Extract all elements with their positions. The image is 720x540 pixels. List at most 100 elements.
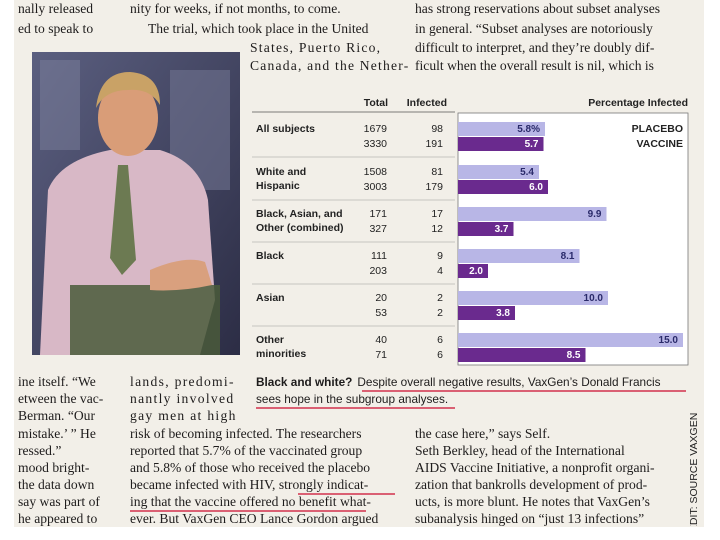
legend-label: VACCINE (637, 138, 683, 150)
bar-value-label: 10.0 (584, 293, 604, 304)
bar-value-label: 9.9 (588, 209, 602, 220)
body-text-line: Seth Berkley, head of the International (415, 443, 625, 458)
bar (458, 348, 586, 362)
infected-cell: 6 (437, 334, 443, 346)
bar-value-label: 5.7 (525, 139, 539, 150)
infected-cell: 179 (425, 181, 443, 193)
bar (458, 306, 515, 320)
body-text-line: nally released (18, 1, 93, 16)
body-text-line: AIDS Vaccine Initiative, a nonprofit org… (415, 460, 655, 475)
total-cell: 203 (369, 265, 387, 277)
body-text-line: nity for weeks, if not months, to come. (130, 1, 341, 16)
bar (458, 137, 544, 151)
body-text-line: States, Puerto Rico, (250, 40, 381, 55)
category-label: minorities (256, 348, 306, 360)
bar (458, 165, 539, 179)
infected-cell: 9 (437, 250, 443, 262)
category-label: Asian (256, 292, 285, 304)
total-cell: 111 (371, 250, 387, 262)
infected-cell: 191 (425, 138, 443, 150)
body-text-line: became infected with HIV, strongly indic… (130, 477, 369, 492)
caption-lead: Black and white? (256, 375, 352, 389)
infected-cell: 17 (431, 208, 443, 220)
body-text-line: the case here,” says Self. (415, 426, 550, 441)
bar-value-label: 8.5 (567, 350, 581, 361)
body-text-line: ressed.” (18, 443, 61, 458)
bar-value-label: 15.0 (659, 335, 679, 346)
body-text-line: ficult when the overall result is nil, w… (415, 58, 654, 73)
body-text-line: risk of becoming infected. The researche… (130, 426, 362, 441)
bar-value-label: 2.0 (469, 266, 483, 277)
body-text-line: ucts, is more blunt. He notes that VaxGe… (415, 494, 650, 509)
body-text-line: ing that the vaccine offered no benefit … (130, 494, 371, 509)
red-underlines (130, 390, 686, 512)
total-cell: 20 (375, 292, 387, 304)
bar-value-label: 8.1 (561, 251, 575, 262)
category-label: White and (256, 166, 306, 178)
body-text-line: ed to speak to (18, 21, 93, 36)
infected-cell: 2 (437, 292, 443, 304)
category-label: Hispanic (256, 180, 300, 192)
category-label: Black (256, 250, 284, 262)
body-text-line: the data down (18, 477, 94, 492)
infected-cell: 98 (431, 123, 443, 135)
body-text-line: etween the vac- (18, 391, 104, 406)
infected-cell: 12 (431, 223, 443, 235)
infected-cell: 81 (431, 166, 443, 178)
total-cell: 53 (375, 307, 387, 319)
body-text-line: ever. But VaxGen CEO Lance Gordon argued (130, 511, 378, 526)
body-text-line: ine itself. “We (18, 374, 96, 389)
bar (458, 207, 607, 221)
total-cell: 71 (375, 349, 387, 361)
total-cell: 40 (375, 334, 387, 346)
column-header: Total (364, 97, 388, 109)
body-text-line: Berman. “Our (18, 408, 95, 423)
body-text-line: say was part of (18, 494, 100, 509)
body-text-line: lands, predomi- (130, 374, 235, 389)
body-text-line: zation that bankrolls development of pro… (415, 477, 648, 492)
bar-value-label: 5.8% (517, 124, 540, 135)
photo (32, 52, 240, 355)
body-text-line: he appeared to (18, 511, 97, 526)
category-label: Other (256, 334, 284, 346)
column-header: Infected (407, 97, 447, 109)
category-label: All subjects (256, 123, 315, 135)
body-text-line: and 5.8% of those who received the place… (130, 460, 370, 475)
total-cell: 327 (369, 223, 387, 235)
category-label: Other (combined) (256, 222, 344, 234)
bar (458, 180, 548, 194)
total-cell: 3330 (364, 138, 388, 150)
content: nally released ed to speak to nity for wee… (18, 1, 700, 526)
bar (458, 333, 683, 347)
body-text-line: in general. “Subset analyses are notorio… (415, 21, 653, 36)
category-label: Black, Asian, and (256, 208, 343, 220)
caption: sees hope in the subgroup analyses. (256, 392, 448, 406)
body-text-line: subanalysis hinged on “just 13 infection… (415, 511, 644, 526)
bar (458, 222, 514, 236)
total-cell: 1679 (364, 123, 388, 135)
bar (458, 291, 608, 305)
body-text-line: Canada, and the Nether- (250, 58, 409, 73)
caption-text: Despite overall negative results, VaxGen… (357, 375, 660, 389)
bar (458, 249, 580, 263)
infected-cell: 6 (437, 349, 443, 361)
infected-cell: 4 (437, 265, 443, 277)
caption: Black and white? Despite overall negative… (256, 375, 661, 389)
body-text-line: gay men at high (130, 408, 237, 423)
total-cell: 3003 (364, 181, 388, 193)
bar-value-label: 5.4 (520, 167, 534, 178)
chart-frame (457, 112, 689, 366)
bar (458, 264, 488, 278)
row-rules (252, 156, 455, 327)
chart-title: Percentage Infected (588, 97, 688, 109)
body-text-line: The trial, which took place in the Unite… (148, 21, 369, 36)
bar-value-label: 6.0 (529, 182, 543, 193)
infected-cell: 2 (437, 307, 443, 319)
body-text-line: mistake.’ ” He (18, 426, 96, 441)
body-text-line: difficult to interpret, and they’re doub… (415, 40, 655, 55)
body-text-line: has strong reservations about subset ana… (415, 1, 660, 16)
total-cell: 1508 (364, 166, 388, 178)
legend-label: PLACEBO (632, 123, 683, 135)
total-cell: 171 (369, 208, 387, 220)
